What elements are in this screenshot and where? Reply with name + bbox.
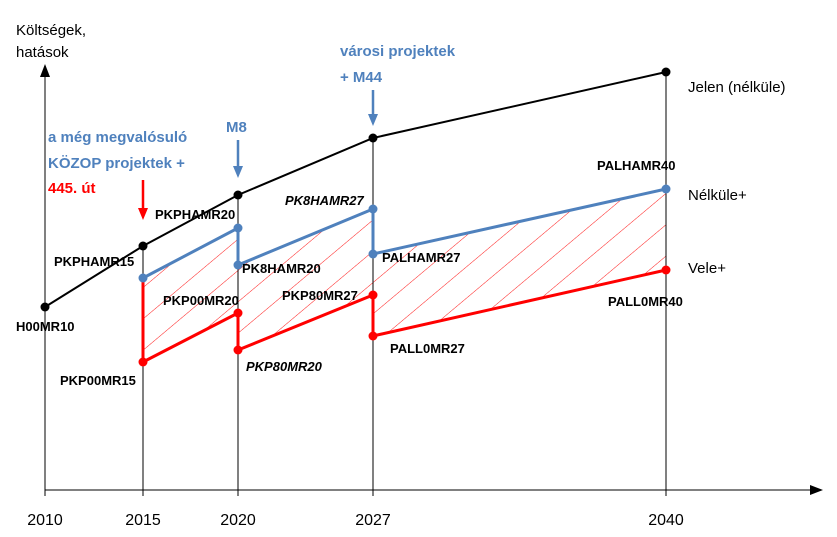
series-label-vele: Vele+ — [688, 260, 726, 277]
point-pkp80mr20 — [233, 345, 243, 355]
point-pall0mr27 — [368, 331, 378, 341]
blue-arrow-m8-head — [233, 166, 243, 178]
point-palhamr27 — [368, 249, 378, 259]
y-axis-arrow — [40, 64, 50, 77]
annotation-kozop-line2: KÖZOP projektek + — [48, 155, 185, 172]
label-pkp00mr20: PKP00MR20 — [163, 293, 239, 308]
vele-points — [138, 265, 671, 367]
annotation-kozop-line1: a még megvalósuló — [48, 129, 187, 146]
label-pkp00mr15: PKP00MR15 — [60, 373, 136, 388]
label-pkp80mr27: PKP80MR27 — [282, 288, 358, 303]
point-palhamr40 — [661, 184, 671, 194]
y-axis-title-line2: hatások — [16, 44, 69, 61]
x-tick-2040: 2040 — [648, 512, 684, 529]
hatched-area-2027-2040 — [373, 189, 666, 336]
x-tick-2027: 2027 — [355, 512, 391, 529]
red-arrow-2015-head — [138, 208, 148, 220]
point-pkphamr20 — [233, 223, 243, 233]
x-tick-2010: 2010 — [27, 512, 63, 529]
series-label-nelkule: Nélküle+ — [688, 187, 747, 204]
point-blue-2015 — [138, 273, 148, 283]
point-pk8hamr27 — [368, 204, 378, 214]
label-pkphamr20: PKPHAMR20 — [155, 207, 235, 222]
label-h00mr10: H00MR10 — [16, 319, 75, 334]
point-jelen-2040 — [661, 67, 671, 77]
nelkule-series-line — [142, 187, 667, 280]
annotation-m8: M8 — [226, 119, 247, 136]
label-pk8hamr27: PK8HAMR27 — [285, 193, 365, 208]
blue-arrow-varosi-head — [368, 114, 378, 126]
x-tick-2015: 2015 — [125, 512, 161, 529]
x-ticks — [44, 490, 667, 496]
point-jelen-2027 — [368, 133, 378, 143]
point-pall0mr40 — [661, 265, 671, 275]
jelen-points — [40, 67, 671, 312]
annotation-varosi-line2: + M44 — [340, 69, 383, 86]
hatched-area-2015-2020 — [143, 228, 238, 362]
nelkule-points — [138, 184, 671, 283]
label-pkp80mr20: PKP80MR20 — [246, 359, 323, 374]
point-jelen-2020 — [233, 190, 243, 200]
label-pkphamr15: PKPHAMR15 — [54, 254, 134, 269]
hatched-area-2020-2027 — [238, 209, 373, 350]
annotation-varosi-line1: városi projektek — [340, 43, 456, 60]
x-axis-arrow — [810, 485, 823, 495]
point-pkp00mr15 — [138, 357, 148, 367]
label-palhamr27: PALHAMR27 — [382, 250, 461, 265]
label-pk8hamr20: PK8HAMR20 — [242, 261, 321, 276]
annotation-arrows — [138, 90, 378, 220]
label-pall0mr40: PALL0MR40 — [608, 294, 683, 309]
point-pkp80mr27 — [368, 290, 378, 300]
x-tick-2020: 2020 — [220, 512, 256, 529]
annotation-road445: 445. út — [48, 180, 96, 197]
point-pk8hamr20 — [233, 260, 243, 270]
point-pkphamr15 — [138, 241, 148, 251]
label-palhamr40: PALHAMR40 — [597, 158, 676, 173]
series-label-jelen: Jelen (nélküle) — [688, 79, 786, 96]
axes — [40, 64, 823, 495]
label-pall0mr27: PALL0MR27 — [390, 341, 465, 356]
point-h00mr10 — [40, 302, 50, 312]
y-axis-title-line1: Költségek, — [16, 22, 86, 39]
point-pkp00mr20 — [233, 308, 243, 318]
